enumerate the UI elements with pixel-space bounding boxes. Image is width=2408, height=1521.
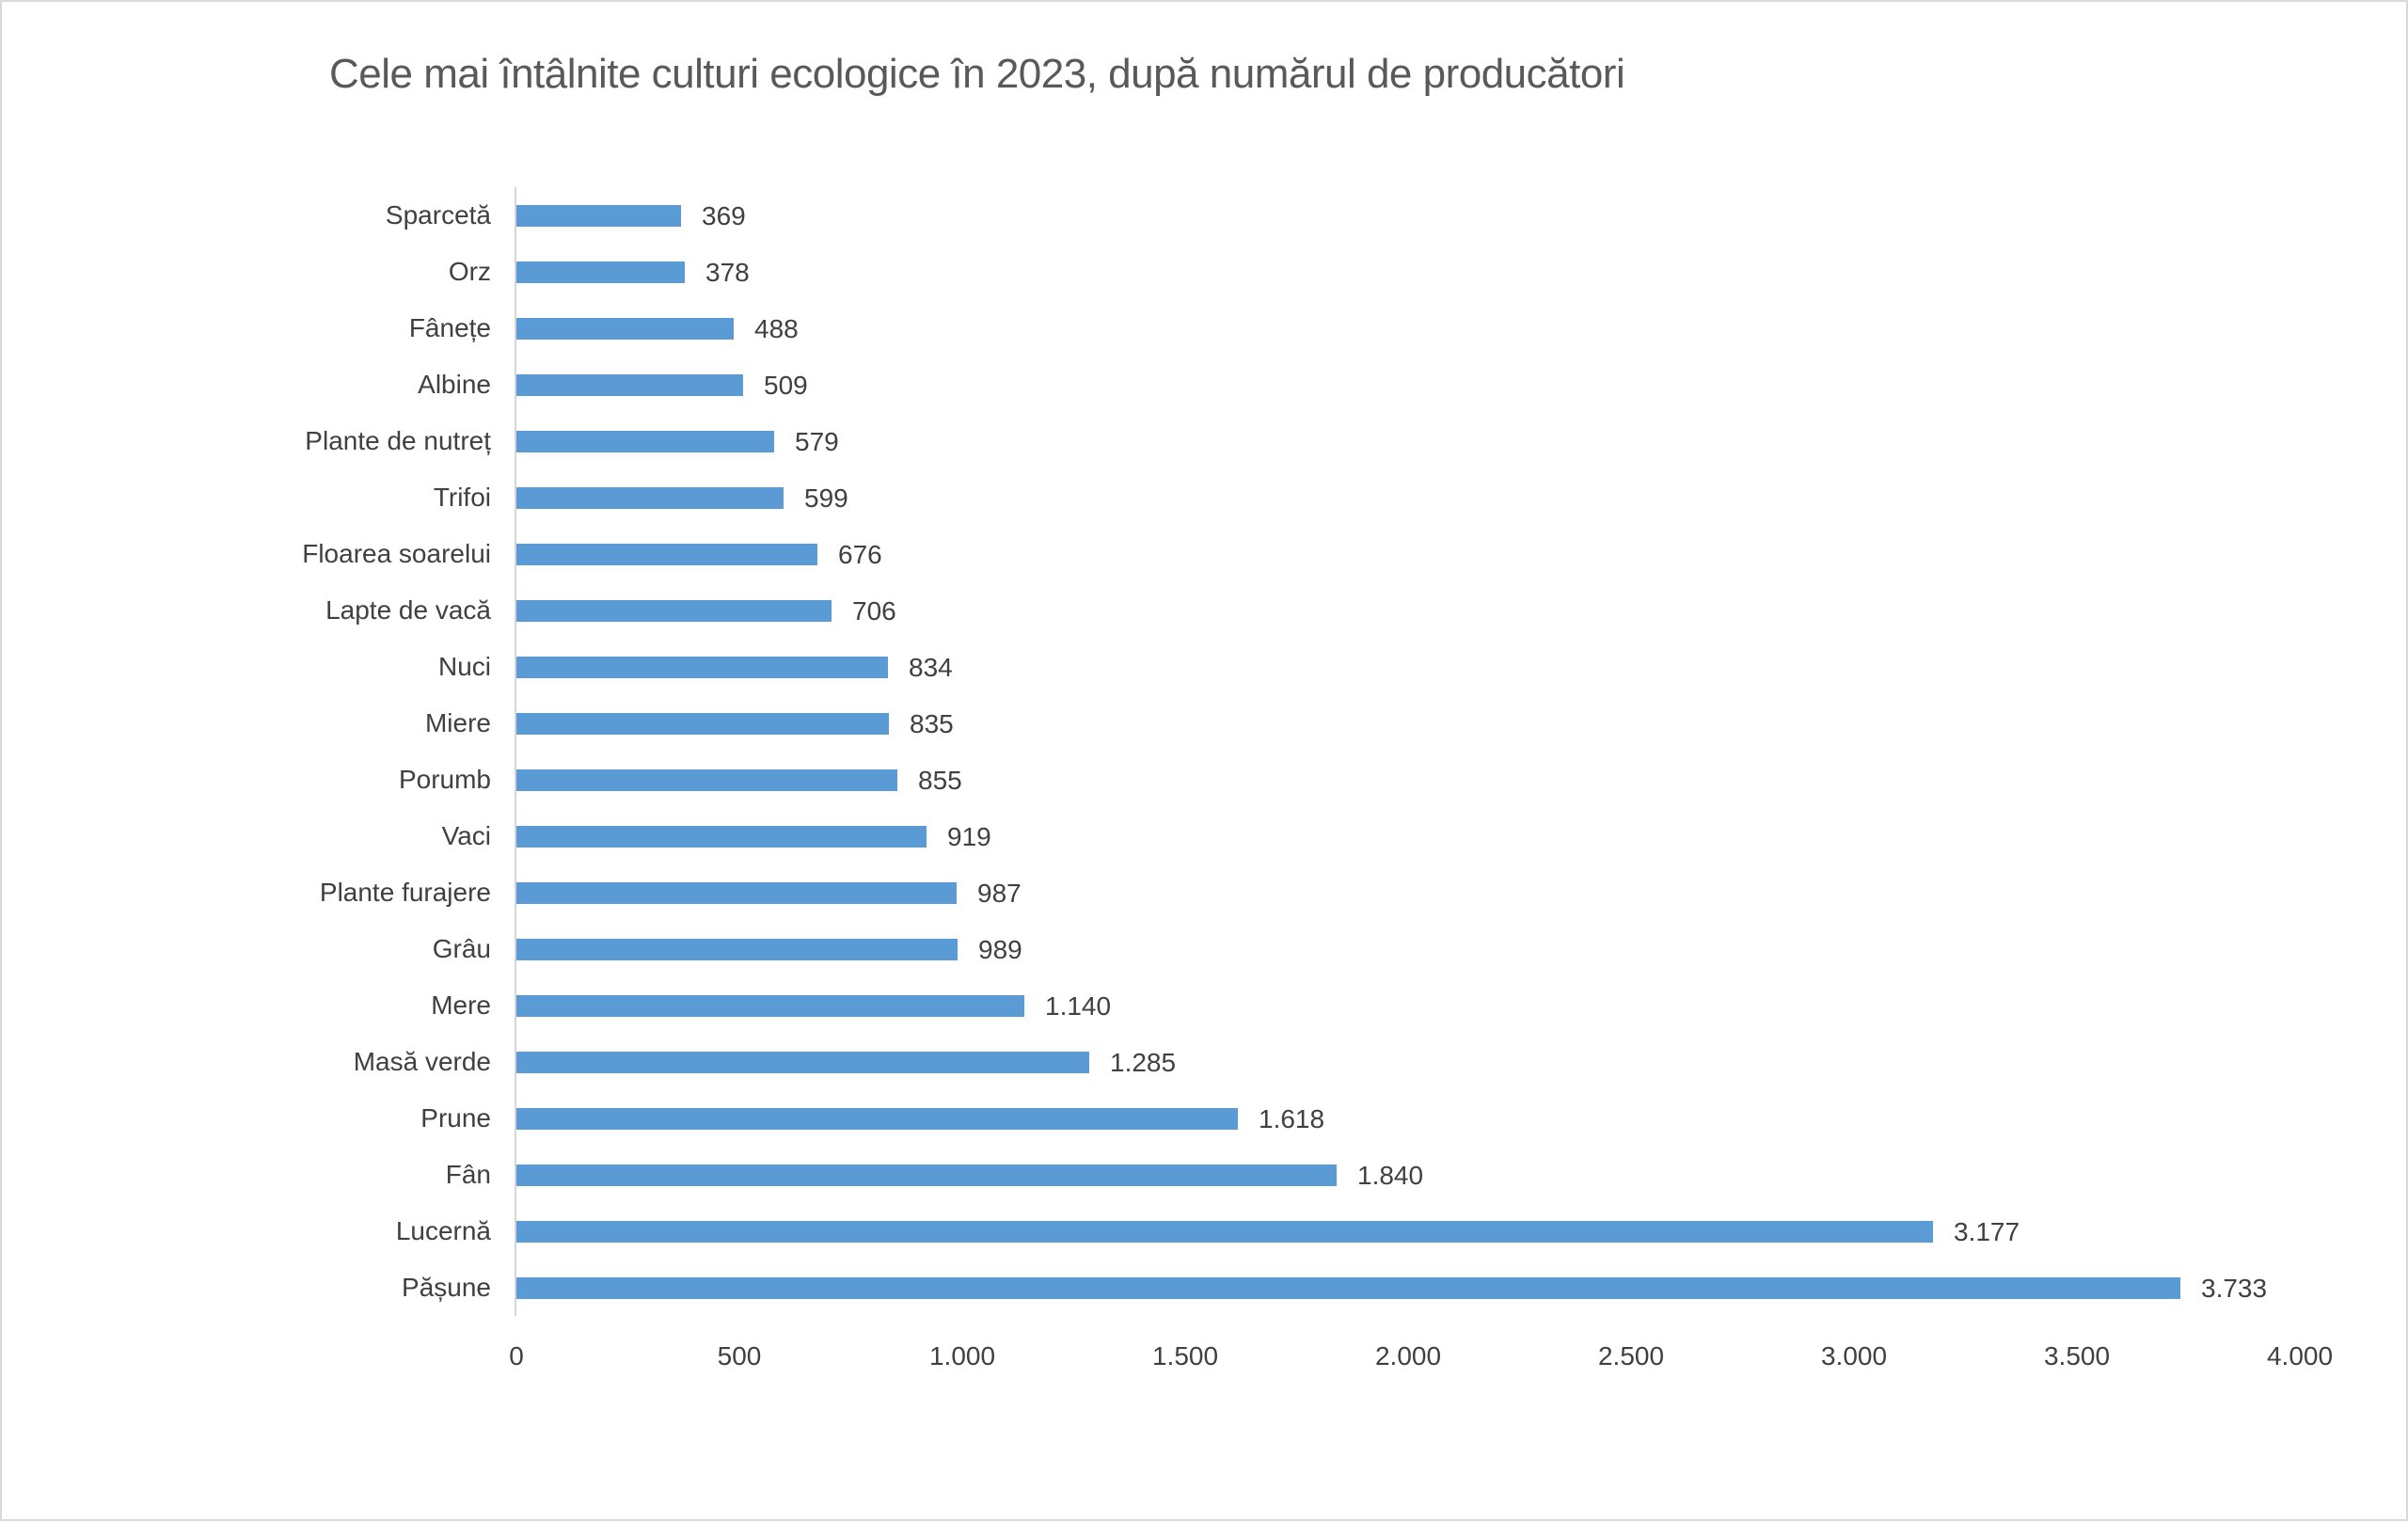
category-label: Floarea soarelui [302, 539, 491, 568]
category-axis: Sparcetă Orz Fânețe Albine Plante de nutreț T… [2, 187, 491, 1316]
value-label: 509 [764, 370, 808, 400]
bar [516, 261, 685, 283]
value-label: 579 [795, 426, 839, 456]
bar [516, 430, 774, 452]
x-tick-label: 2.000 [1374, 1341, 1442, 1370]
value-label: 989 [978, 934, 1022, 964]
category-label: Mere [431, 990, 491, 1020]
value-label: 919 [947, 821, 991, 851]
category-label: Fânețe [408, 313, 491, 342]
bar [516, 1220, 1933, 1243]
bar [516, 1107, 1238, 1130]
value-label: 987 [977, 878, 1022, 908]
bar [516, 656, 888, 678]
category-label: Vaci [441, 821, 491, 850]
x-tick-label: 3.500 [2043, 1341, 2111, 1370]
category-label: Nuci [437, 652, 491, 681]
bar [516, 599, 832, 622]
bar [516, 825, 927, 848]
value-label: 834 [909, 652, 953, 682]
bar [516, 938, 958, 960]
category-label: Plante furajere [319, 878, 491, 907]
value-label: 706 [852, 595, 896, 626]
bar [516, 712, 889, 735]
category-label: Sparcetă [385, 200, 491, 230]
bar [516, 373, 743, 396]
value-label: 3.177 [1954, 1216, 2020, 1246]
category-label: Grâu [432, 934, 491, 963]
category-label: Orz [448, 257, 491, 286]
bar [516, 768, 897, 791]
bar [516, 881, 957, 904]
category-label: Plante de nutreț [305, 426, 491, 455]
bar [516, 317, 734, 340]
value-label: 1.140 [1045, 990, 1112, 1021]
category-label: Prune [420, 1103, 491, 1133]
y-axis-line [515, 187, 516, 1316]
value-label: 1.840 [1357, 1160, 1424, 1190]
x-tick-label: 2.500 [1597, 1341, 1665, 1370]
value-label: 855 [918, 765, 962, 795]
value-label: 1.285 [1110, 1047, 1177, 1077]
bar [516, 994, 1024, 1017]
x-tick-label: 0 [509, 1341, 524, 1370]
category-label: Miere [424, 708, 491, 737]
value-label: 3.733 [2201, 1273, 2268, 1303]
category-label: Albine [418, 370, 491, 399]
category-label: Fân [445, 1160, 491, 1189]
category-label: Lucernă [395, 1216, 491, 1245]
bar [516, 486, 784, 509]
category-label: Masă verde [353, 1047, 491, 1076]
x-tick-label: 4.000 [2266, 1341, 2334, 1370]
x-tick-label: 1.500 [1151, 1341, 1219, 1370]
category-label: Trifoi [433, 483, 491, 512]
x-tick-label: 1.000 [928, 1341, 996, 1370]
bar [516, 1051, 1089, 1073]
value-label: 378 [705, 257, 750, 287]
x-tick-label: 3.000 [1820, 1341, 1888, 1370]
plot-area: 369 378 488 509 579 599 676 706 834 835 855 919 987 9… [516, 187, 2300, 1316]
value-label: 488 [754, 313, 799, 343]
category-label: Pășune [402, 1273, 491, 1302]
bar [516, 543, 817, 565]
x-axis: 0 500 1.000 1.500 2.000 2.500 3.000 3.500 4.000 [509, 1338, 2333, 1375]
chart-title: Cele mai întâlnite culturi ecologice în … [329, 51, 1625, 97]
value-label: 369 [702, 200, 746, 230]
category-label: Porumb [398, 765, 491, 794]
bar [516, 1276, 2180, 1299]
value-label: 1.618 [1259, 1103, 1325, 1133]
value-label: 599 [804, 483, 848, 513]
category-label: Lapte de vacă [325, 595, 491, 625]
value-label: 676 [838, 539, 882, 569]
x-tick-label: 500 [717, 1341, 762, 1370]
bar [516, 204, 681, 227]
bar [516, 1164, 1337, 1186]
value-label: 835 [910, 708, 954, 738]
